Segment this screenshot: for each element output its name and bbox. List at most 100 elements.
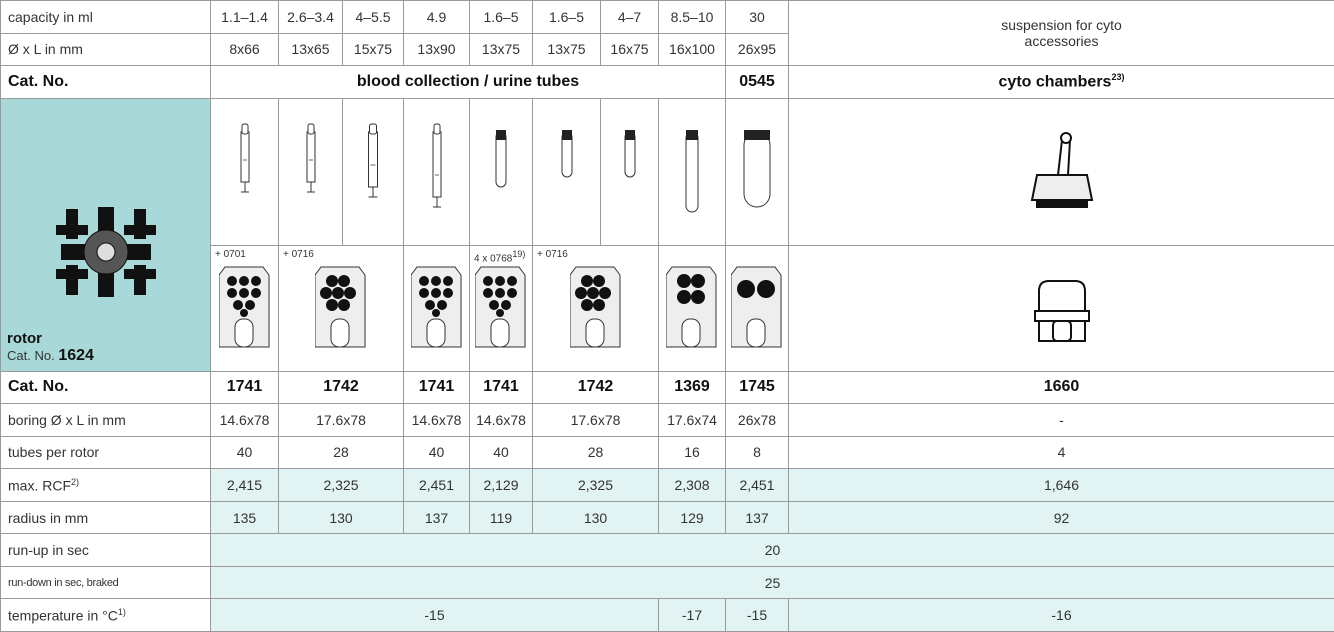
value-cell: 28: [279, 436, 404, 469]
value-cell: 129: [659, 501, 726, 534]
row-label: boring Ø x L in mm: [1, 404, 211, 437]
bucket-cell: + 0701: [211, 245, 279, 371]
row-label: temperature in °C1): [1, 599, 211, 632]
value-cell: 40: [404, 436, 470, 469]
value-cell: 1.1–1.4: [211, 1, 279, 34]
label-text: run-down in sec, braked: [8, 577, 119, 589]
bucket-icon: [411, 261, 463, 351]
adapter-text: + 0701: [215, 249, 246, 260]
cyto-icon-cell: [789, 98, 1334, 245]
value-cell: 14.6x78: [404, 404, 470, 437]
rotor-cat: Cat. No. 1624: [7, 347, 204, 365]
spec-row: temperature in °C1)-15-17-15-16: [1, 599, 1334, 632]
value-cell: 17.6x78: [533, 404, 659, 437]
cyto-holder-icon: [1027, 261, 1097, 351]
adapter-label: [793, 249, 1330, 261]
value-cell: 40: [211, 436, 279, 469]
value-cell: 137: [726, 501, 789, 534]
value-cell: 13x75: [470, 33, 533, 66]
tube-cell: [279, 98, 343, 245]
bucket-cell: [404, 245, 470, 371]
tube-icon: [547, 120, 587, 220]
value-cell: 16x100: [659, 33, 726, 66]
spec-row: boring Ø x L in mm14.6x7817.6x7814.6x781…: [1, 404, 1334, 437]
value-cell: 4.9: [404, 1, 470, 34]
bucket-cell: [659, 245, 726, 371]
bucket-cell: [789, 245, 1334, 371]
footnote: 23): [1111, 72, 1124, 82]
value-cell: 1742: [279, 371, 404, 404]
cyto-cell: cyto chambers23): [789, 66, 1334, 99]
value-cell: 8.5–10: [659, 1, 726, 34]
bucket-icon: [570, 261, 622, 351]
tube-cell: [404, 98, 470, 245]
value-cell: 1.6–5: [533, 1, 601, 34]
value-cell: -16: [789, 599, 1334, 632]
value-cell: 1742: [533, 371, 659, 404]
value-cell: 17.6x78: [279, 404, 404, 437]
adapter-label: + 0716: [283, 249, 399, 261]
value-cell: 1.6–5: [470, 1, 533, 34]
label-text: capacity in ml: [8, 9, 93, 25]
label-text: run-up in sec: [8, 542, 89, 558]
value-cell: 30: [726, 1, 789, 34]
label-text: Cat. No.: [8, 378, 68, 395]
value-cell: 2,308: [659, 469, 726, 502]
label-text: boring Ø x L in mm: [8, 412, 126, 428]
adapter-label: [408, 249, 465, 261]
value-cell: 130: [279, 501, 404, 534]
value-cell: 26x95: [726, 33, 789, 66]
value-cell: 13x90: [404, 33, 470, 66]
row-label: run-up in sec: [1, 534, 211, 567]
value-cell: 2.6–3.4: [279, 1, 343, 34]
value-cell: 1745: [726, 371, 789, 404]
tube-icon: [481, 120, 521, 220]
bucket-icon: [219, 261, 271, 351]
value-cell: 16: [659, 436, 726, 469]
value-cell: 4–5.5: [343, 1, 404, 34]
label-text: tubes per rotor: [8, 444, 99, 460]
value-cell: -: [789, 404, 1334, 437]
row-label: max. RCF2): [1, 469, 211, 502]
rotor-label: rotor: [7, 330, 204, 347]
rotor-cell: rotorCat. No. 1624: [1, 98, 211, 371]
value-cell: 2,129: [470, 469, 533, 502]
value-cell: 1741: [211, 371, 279, 404]
group-cell: blood collection / urine tubes: [211, 66, 726, 99]
value-cell: 14.6x78: [470, 404, 533, 437]
adapter-label: [730, 249, 784, 261]
adapter-label: 4 x 076819): [474, 249, 528, 261]
value-cell: 17.6x74: [659, 404, 726, 437]
bucket-icon: [731, 261, 783, 351]
bucket-cell: + 0716: [279, 245, 404, 371]
value-cell: 1741: [470, 371, 533, 404]
value-cell: -15: [211, 599, 659, 632]
rotor-spec-table: capacity in ml1.1–1.42.6–3.44–5.54.91.6–…: [0, 0, 1334, 632]
footnote: 1): [118, 607, 126, 617]
row-label: radius in mm: [1, 501, 211, 534]
rotor-icon: [46, 197, 166, 307]
adapter-label: + 0716: [537, 249, 654, 261]
tube-cell: [601, 98, 659, 245]
tube-icon: [737, 120, 777, 220]
value-cell: 137: [404, 501, 470, 534]
value-cell: 135: [211, 501, 279, 534]
value-cell: 8: [726, 436, 789, 469]
value-cell: 92: [789, 501, 1334, 534]
value-cell: 40: [470, 436, 533, 469]
tube-cell: [659, 98, 726, 245]
footnote: 2): [71, 477, 79, 487]
footnote: 19): [512, 249, 525, 259]
adapter-label: + 0701: [215, 249, 274, 261]
bucket-icon: [315, 261, 367, 351]
value-cell: 26x78: [726, 404, 789, 437]
value-cell: 2,451: [726, 469, 789, 502]
row-label: Cat. No.: [1, 371, 211, 404]
adapter-text: + 0716: [537, 249, 568, 260]
value-cell: 16x75: [601, 33, 659, 66]
value-cell: 8x66: [211, 33, 279, 66]
bucket-cell: + 0716: [533, 245, 659, 371]
